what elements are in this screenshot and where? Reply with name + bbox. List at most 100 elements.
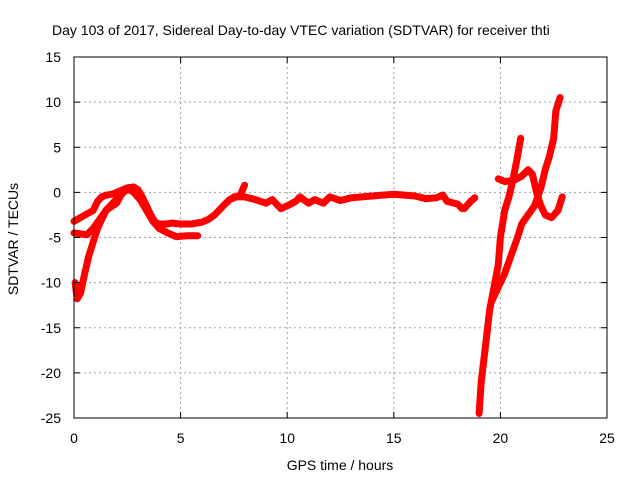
- data-point-marker: [537, 202, 544, 209]
- data-point-marker: [77, 290, 84, 297]
- data-point-marker: [508, 252, 515, 259]
- data-point-marker: [501, 207, 508, 214]
- data-point-marker: [305, 200, 312, 207]
- data-point-marker: [542, 211, 549, 218]
- data-point-marker: [102, 207, 109, 214]
- data-point-marker: [476, 410, 483, 417]
- series-arc-4: [230, 190, 466, 213]
- data-point-marker: [111, 198, 118, 205]
- series-arc-3: [71, 193, 123, 303]
- data-point-marker: [369, 192, 376, 199]
- data-point-marker: [548, 214, 555, 221]
- data-point-marker: [164, 229, 171, 236]
- data-point-marker: [94, 198, 101, 205]
- data-point-marker: [542, 166, 549, 173]
- data-point-marker: [149, 218, 156, 225]
- data-point-marker: [177, 220, 184, 227]
- y-axis-label: SDTVAR / TECUs: [5, 183, 21, 295]
- data-point-marker: [467, 198, 474, 205]
- data-point-marker: [122, 187, 129, 194]
- y-tick-label: 10: [45, 94, 61, 110]
- x-axis-label: GPS time / hours: [287, 457, 394, 473]
- y-tick-label: -10: [41, 275, 61, 291]
- data-point-marker: [83, 211, 90, 218]
- data-point-marker: [211, 211, 218, 218]
- data-point-marker: [358, 193, 365, 200]
- y-tick-label: -20: [41, 365, 61, 381]
- data-point-marker: [501, 270, 508, 277]
- data-point-marker: [252, 196, 259, 203]
- data-point-marker: [284, 202, 291, 209]
- y-tick-label: 15: [45, 49, 61, 65]
- data-point-marker: [173, 233, 180, 240]
- y-tick-label: 0: [53, 184, 61, 200]
- data-point-marker: [90, 239, 97, 246]
- data-point-marker: [85, 252, 92, 259]
- data-point-marker: [137, 196, 144, 203]
- data-point-marker: [554, 207, 561, 214]
- y-tick-label: -5: [49, 230, 62, 246]
- data-point-marker: [518, 220, 525, 227]
- data-point-marker: [277, 205, 284, 212]
- series-arc-2: [70, 186, 202, 241]
- data-point-marker: [348, 194, 355, 201]
- data-point-marker: [320, 200, 327, 207]
- data-point-marker: [109, 191, 116, 198]
- x-tick-label: 20: [493, 430, 509, 446]
- data-point-marker: [296, 193, 303, 200]
- data-point-marker: [550, 135, 557, 142]
- series-line: [475, 134, 525, 417]
- data-point-marker: [495, 284, 502, 291]
- data-point-marker: [444, 198, 451, 205]
- data-point-marker: [525, 211, 532, 218]
- y-tick-label: 5: [53, 139, 61, 155]
- data-point-marker: [90, 207, 97, 214]
- data-point-marker: [130, 189, 137, 196]
- data-point-marker: [559, 193, 566, 200]
- data-point-marker: [533, 189, 540, 196]
- data-point-marker: [77, 214, 84, 221]
- data-point-marker: [188, 220, 195, 227]
- data-point-marker: [557, 94, 564, 101]
- data-point-marker: [471, 194, 478, 201]
- data-point-marker: [497, 234, 504, 241]
- data-point-marker: [482, 342, 489, 349]
- data-point-marker: [205, 216, 212, 223]
- data-point-marker: [143, 207, 150, 214]
- data-point-marker: [241, 182, 248, 189]
- data-point-marker: [401, 192, 408, 199]
- series-line: [71, 193, 123, 303]
- data-point-marker: [183, 232, 190, 239]
- grid: [74, 57, 607, 418]
- data-point-marker: [326, 193, 333, 200]
- data-point-marker: [486, 306, 493, 313]
- data-point-marker: [422, 195, 429, 202]
- data-point-marker: [433, 194, 440, 201]
- data-point-marker: [77, 230, 84, 237]
- data-point-marker: [241, 193, 248, 200]
- data-point-marker: [226, 196, 233, 203]
- data-point-marker: [552, 108, 559, 115]
- data-point-marker: [83, 231, 90, 238]
- data-point-marker: [412, 192, 419, 199]
- data-point-marker: [74, 295, 81, 302]
- data-marks: [70, 94, 566, 417]
- data-point-marker: [525, 166, 532, 173]
- data-point-marker: [495, 175, 502, 182]
- data-point-marker: [514, 234, 521, 241]
- data-point-marker: [337, 197, 344, 204]
- series-arc-5: [460, 194, 479, 213]
- y-tick-label: -15: [41, 320, 61, 336]
- data-point-marker: [505, 193, 512, 200]
- x-tick-label: 0: [70, 430, 78, 446]
- data-point-marker: [439, 192, 446, 199]
- chart-title: Day 103 of 2017, Sidereal Day-to-day VTE…: [52, 22, 550, 38]
- data-point-marker: [162, 220, 169, 227]
- data-point-marker: [126, 186, 133, 193]
- data-point-marker: [292, 198, 299, 205]
- data-point-marker: [230, 193, 237, 200]
- x-tick-label: 10: [279, 430, 295, 446]
- data-point-marker: [194, 232, 201, 239]
- data-point-marker: [517, 135, 524, 142]
